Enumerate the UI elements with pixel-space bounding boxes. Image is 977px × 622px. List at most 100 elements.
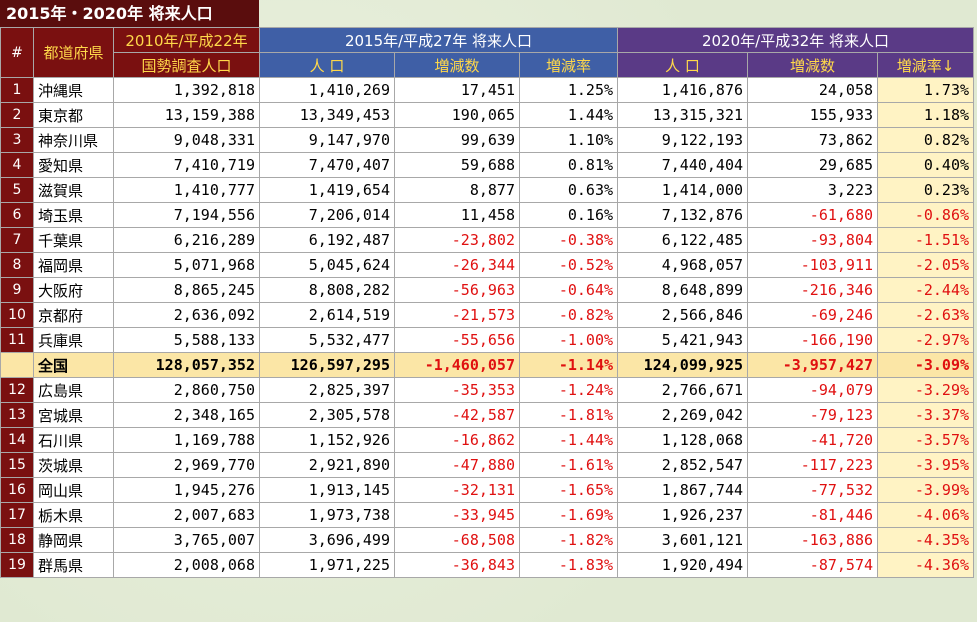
pop-2010-cell: 5,588,133: [113, 327, 260, 353]
pop-2020-cell: 9,122,193: [617, 127, 749, 153]
diff-2015-cell: 190,065: [394, 102, 520, 128]
rate-2020-cell: 0.23%: [877, 177, 975, 203]
rank-cell: 9: [0, 277, 34, 303]
prefecture-cell: 宮城県: [33, 402, 114, 428]
prefecture-cell: 大阪府: [33, 277, 114, 303]
pop-2015-cell: 1,971,225: [259, 552, 395, 578]
header-number[interactable]: #: [0, 27, 34, 78]
pop-2010-cell: 2,636,092: [113, 302, 260, 328]
rank-cell: [0, 352, 34, 378]
pop-2010-cell: 1,410,777: [113, 177, 260, 203]
prefecture-cell: 愛知県: [33, 152, 114, 178]
rank-cell: 4: [0, 152, 34, 178]
pop-2015-cell: 7,470,407: [259, 152, 395, 178]
table-row: 18 静岡県 3,765,007 3,696,499 -68,508 -1.82% 3,60…: [0, 527, 975, 553]
rank-cell: 11: [0, 327, 34, 353]
rate-2015-cell: -1.00%: [518, 327, 619, 353]
diff-2015-cell: -47,880: [394, 452, 520, 478]
prefecture-cell: 兵庫県: [33, 327, 114, 353]
pop-2020-cell: 3,601,121: [617, 527, 749, 553]
pop-2020-cell: 6,122,485: [617, 227, 749, 253]
prefecture-cell: 茨城県: [33, 452, 114, 478]
pop-2010-cell: 2,008,068: [113, 552, 260, 578]
diff-2015-cell: 17,451: [394, 77, 520, 103]
table-row: 4 愛知県 7,410,719 7,470,407 59,688 0.81% 7,440,4…: [0, 152, 975, 178]
rate-2015-cell: -0.64%: [518, 277, 619, 303]
table-row: 5 滋賀県 1,410,777 1,419,654 8,877 0.63% 1,414,00…: [0, 177, 975, 203]
rate-2015-cell: 0.16%: [518, 202, 619, 228]
rank-cell: 17: [0, 502, 34, 528]
rank-cell: 12: [0, 377, 34, 403]
diff-2015-cell: -1,460,057: [394, 352, 520, 378]
header-rate-2015[interactable]: 増減率: [518, 52, 619, 78]
rank-cell: 7: [0, 227, 34, 253]
rate-2015-cell: -1.24%: [518, 377, 619, 403]
rate-2020-cell: -4.36%: [877, 552, 975, 578]
prefecture-cell: 東京都: [33, 102, 114, 128]
diff-2020-cell: -87,574: [747, 552, 879, 578]
header-pop-2020[interactable]: 人 口: [617, 52, 749, 78]
rate-2020-cell: -2.97%: [877, 327, 975, 353]
pop-2020-cell: 1,416,876: [617, 77, 749, 103]
prefecture-cell: 神奈川県: [33, 127, 114, 153]
rate-2015-cell: -1.82%: [518, 527, 619, 553]
pop-2015-cell: 9,147,970: [259, 127, 395, 153]
prefecture-cell: 栃木県: [33, 502, 114, 528]
rate-2020-cell: -2.44%: [877, 277, 975, 303]
prefecture-cell: 広島県: [33, 377, 114, 403]
header-2020-group: 2020年/平成32年 将来人口: [617, 27, 975, 53]
diff-2020-cell: -94,079: [747, 377, 879, 403]
pop-2015-cell: 1,973,738: [259, 502, 395, 528]
table-row: 2 東京都 13,159,388 13,349,453 190,065 1.44% 13,3…: [0, 102, 975, 128]
pop-2020-cell: 7,132,876: [617, 202, 749, 228]
rate-2015-cell: -1.81%: [518, 402, 619, 428]
diff-2020-cell: 29,685: [747, 152, 879, 178]
pop-2015-cell: 7,206,014: [259, 202, 395, 228]
rate-2020-cell: -2.05%: [877, 252, 975, 278]
prefecture-cell: 群馬県: [33, 552, 114, 578]
pop-2020-cell: 1,867,744: [617, 477, 749, 503]
rate-2015-cell: -1.44%: [518, 427, 619, 453]
table-row: 9 大阪府 8,865,245 8,808,282 -56,963 -0.64% 8,648…: [0, 277, 975, 303]
prefecture-cell: 全国: [33, 352, 114, 378]
rank-cell: 3: [0, 127, 34, 153]
diff-2020-cell: -3,957,427: [747, 352, 879, 378]
diff-2015-cell: -32,131: [394, 477, 520, 503]
diff-2015-cell: -16,862: [394, 427, 520, 453]
pop-2015-cell: 1,419,654: [259, 177, 395, 203]
diff-2020-cell: -103,911: [747, 252, 879, 278]
prefecture-cell: 岡山県: [33, 477, 114, 503]
rate-2020-cell: -3.29%: [877, 377, 975, 403]
table-row: 19 群馬県 2,008,068 1,971,225 -36,843 -1.83% 1,92…: [0, 552, 975, 578]
rank-cell: 1: [0, 77, 34, 103]
rate-2015-cell: -1.83%: [518, 552, 619, 578]
rate-2020-cell: -3.57%: [877, 427, 975, 453]
header-pop-2015[interactable]: 人 口: [259, 52, 395, 78]
rank-cell: 6: [0, 202, 34, 228]
pop-2015-cell: 2,614,519: [259, 302, 395, 328]
header-census-2010[interactable]: 国勢調査人口: [113, 52, 260, 78]
rate-2020-cell: 0.82%: [877, 127, 975, 153]
pop-2010-cell: 9,048,331: [113, 127, 260, 153]
header-diff-2020[interactable]: 増減数: [747, 52, 879, 78]
header-rate-2020-sorted[interactable]: 増減率↓: [877, 52, 975, 78]
header-prefecture[interactable]: 都道府県: [33, 27, 114, 78]
population-table: # 都道府県 2010年/平成22年 2015年/平成27年 将来人口 2020…: [0, 27, 975, 578]
pop-2015-cell: 1,152,926: [259, 427, 395, 453]
rank-cell: 19: [0, 552, 34, 578]
pop-2020-cell: 2,566,846: [617, 302, 749, 328]
pop-2015-cell: 126,597,295: [259, 352, 395, 378]
diff-2015-cell: -36,843: [394, 552, 520, 578]
pop-2015-cell: 6,192,487: [259, 227, 395, 253]
diff-2020-cell: 155,933: [747, 102, 879, 128]
pop-2010-cell: 7,194,556: [113, 202, 260, 228]
diff-2015-cell: -56,963: [394, 277, 520, 303]
table-row: 11 兵庫県 5,588,133 5,532,477 -55,656 -1.00% 5,42…: [0, 327, 975, 353]
diff-2015-cell: -23,802: [394, 227, 520, 253]
diff-2020-cell: -77,532: [747, 477, 879, 503]
diff-2015-cell: -21,573: [394, 302, 520, 328]
diff-2015-cell: -26,344: [394, 252, 520, 278]
rate-2020-cell: 0.40%: [877, 152, 975, 178]
table-row: 12 広島県 2,860,750 2,825,397 -35,353 -1.24% 2,76…: [0, 377, 975, 403]
header-diff-2015[interactable]: 増減数: [394, 52, 520, 78]
